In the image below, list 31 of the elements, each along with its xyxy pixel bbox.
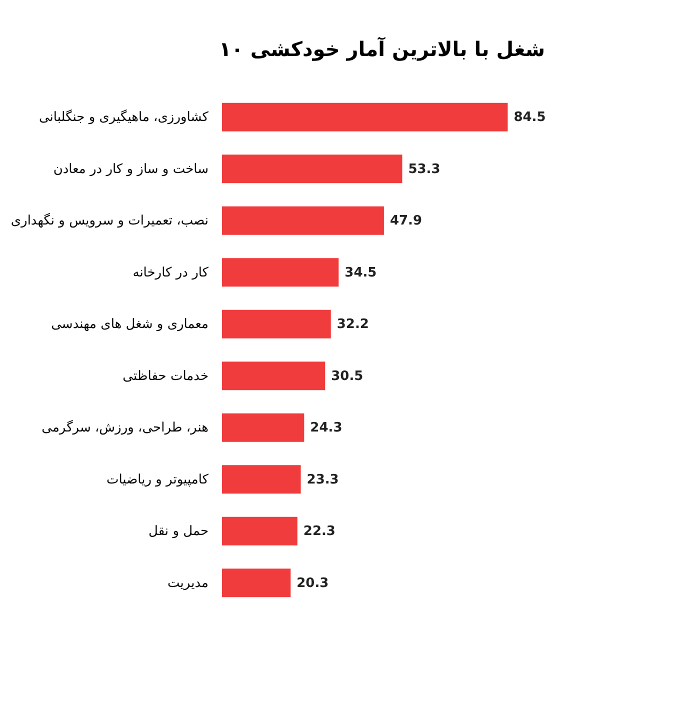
data-label: 34.5 xyxy=(344,265,377,280)
y-tick-label: خدمات حفاظتی xyxy=(122,368,208,384)
bar xyxy=(222,206,384,235)
bar xyxy=(222,413,304,442)
data-label: 20.3 xyxy=(296,576,329,591)
bar xyxy=(222,516,298,546)
bar xyxy=(222,258,339,287)
data-label: 22.3 xyxy=(303,524,336,540)
data-label: 30.5 xyxy=(331,368,364,384)
y-tick-label: کشاورزی، ماهیگیری و جنگلبانی xyxy=(38,109,210,126)
y-tick-label: کامپیوتر و ریاضیات xyxy=(106,472,210,488)
bar xyxy=(222,154,402,184)
data-label: 23.3 xyxy=(306,472,339,488)
y-tick-label: هنر، طراحی، ورزش، سرگرمی xyxy=(42,420,209,436)
y-tick-label: مدیریت xyxy=(168,576,208,591)
data-label: 47.9 xyxy=(390,214,422,229)
y-tick-label: کار در کارخانه xyxy=(132,265,210,280)
data-label: 32.2 xyxy=(336,317,369,332)
y-tick-label: معماری و شغل های مهندسی xyxy=(51,317,208,332)
bar xyxy=(222,102,508,132)
data-label: 84.5 xyxy=(514,110,546,126)
y-tick-label: ساخت و ساز و کار در معادن xyxy=(53,162,208,177)
data-label: 24.3 xyxy=(310,420,342,436)
y-tick-label: حمل و نقل xyxy=(148,524,208,540)
bar xyxy=(222,568,291,598)
bar xyxy=(222,310,331,338)
chart-title: ۱۰ شغل با بالاترین آمار خودکشی xyxy=(218,36,546,61)
bar xyxy=(222,362,326,390)
bar xyxy=(222,465,301,494)
y-tick-label: نصب، تعمیرات و سرویس و نگهداری xyxy=(10,212,208,229)
data-label: 53.3 xyxy=(408,162,440,177)
